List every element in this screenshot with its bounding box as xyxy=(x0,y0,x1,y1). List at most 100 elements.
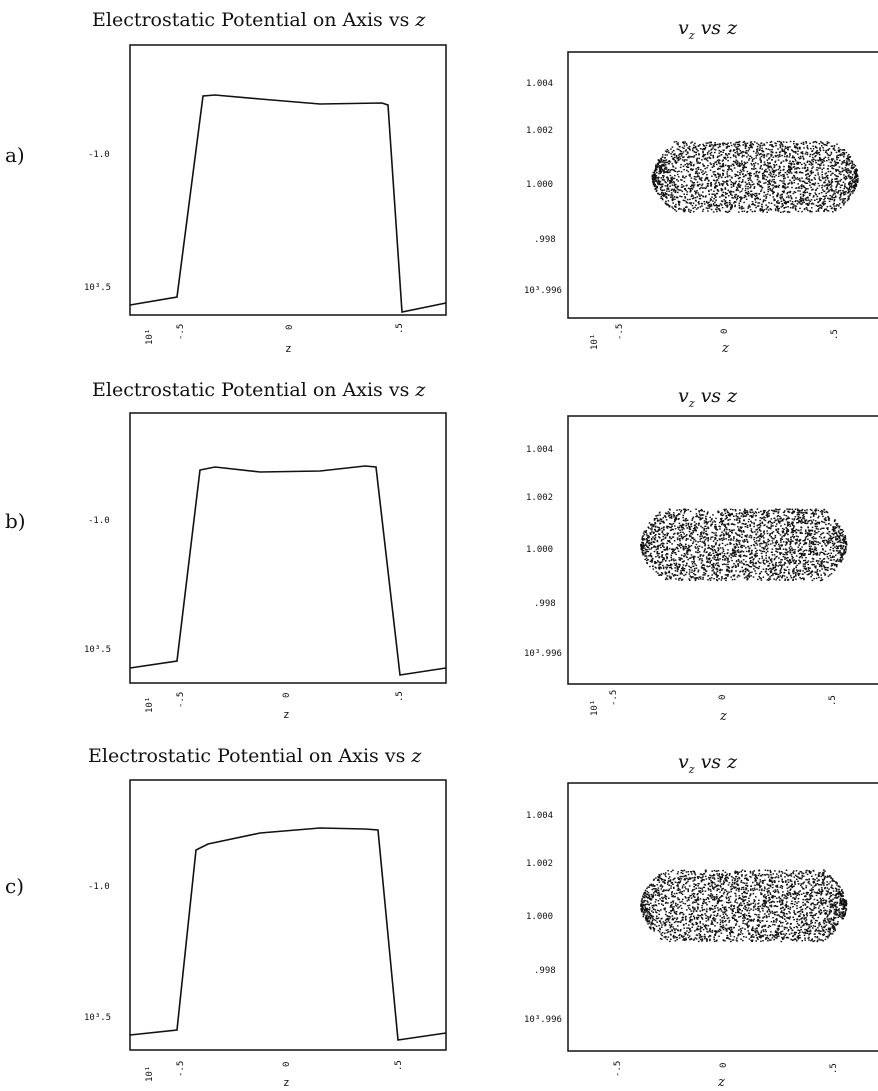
scatter-point xyxy=(699,519,701,521)
scatter-point xyxy=(747,207,749,209)
scatter-point xyxy=(844,186,847,188)
scatter-point xyxy=(786,517,788,520)
scatter-point xyxy=(668,560,671,562)
scatter-point xyxy=(700,179,702,181)
scatter-point xyxy=(727,557,729,559)
scatter-point xyxy=(746,510,748,512)
scatter-point xyxy=(681,152,684,155)
scatter-point xyxy=(762,550,764,553)
scatter-point xyxy=(765,194,767,196)
scatter-point xyxy=(671,548,674,550)
scatter-point xyxy=(700,194,702,196)
scatter-point xyxy=(851,185,853,188)
scatter-point xyxy=(818,535,821,538)
scatter-point xyxy=(710,199,712,201)
scatter-point xyxy=(784,561,786,564)
scatter-point xyxy=(726,570,728,572)
scatter-point xyxy=(755,206,757,209)
scatter-point xyxy=(773,578,775,580)
scatter-point xyxy=(801,177,803,179)
scatter-point xyxy=(728,175,731,177)
scatter-point xyxy=(721,523,723,526)
scatter-point xyxy=(755,551,757,553)
scatter-point xyxy=(837,149,840,152)
scatter-point xyxy=(738,202,741,204)
scatter-point xyxy=(816,573,819,575)
scatter-point xyxy=(678,158,680,161)
scatter-point xyxy=(690,177,693,179)
scatter-point xyxy=(667,171,670,174)
scatter-point xyxy=(739,176,741,179)
potential-ytick-b-1: 10³.5 xyxy=(84,645,111,655)
scatter-point xyxy=(801,151,804,153)
scatter-point xyxy=(843,536,846,539)
scatter-point xyxy=(717,172,719,174)
scatter-point xyxy=(777,156,780,158)
scatter-point xyxy=(735,513,738,515)
scatter-point xyxy=(812,145,814,147)
scatter-point xyxy=(752,531,754,534)
scatter-point xyxy=(713,173,715,175)
scatter-point xyxy=(835,191,838,193)
scatter-point xyxy=(718,543,721,546)
scatter-point xyxy=(677,159,680,162)
scatter-point xyxy=(807,568,810,570)
scatter-point xyxy=(734,547,736,549)
scatter-point xyxy=(745,510,747,512)
scatter-point xyxy=(801,203,803,205)
scatter-point xyxy=(742,569,744,572)
scatter-point xyxy=(801,509,803,512)
scatter-point xyxy=(733,167,736,169)
scatter-point xyxy=(674,520,677,522)
scatter-point xyxy=(703,522,706,524)
scatter-point xyxy=(687,166,690,168)
scatter-point xyxy=(674,189,677,192)
scatter-point xyxy=(681,186,684,188)
scatter-point xyxy=(662,159,665,162)
scatter-point xyxy=(677,156,679,159)
scatter-point xyxy=(682,547,685,549)
scatter-point xyxy=(783,178,785,180)
scatter-point xyxy=(658,168,661,170)
scatter-point xyxy=(821,510,824,513)
scatter-point xyxy=(779,575,782,577)
scatter-point xyxy=(811,579,814,582)
scatter-point xyxy=(665,164,667,166)
scatter-point xyxy=(666,197,668,199)
scatter-point xyxy=(660,197,662,199)
scatter-point xyxy=(776,541,779,544)
scatter-point xyxy=(773,198,775,200)
scatter-point xyxy=(787,195,790,197)
scatter-point xyxy=(819,510,822,513)
scatter-point xyxy=(812,564,814,566)
scatter-point xyxy=(797,201,800,203)
scatter-point xyxy=(773,204,776,206)
scatter-point xyxy=(757,184,759,186)
scatter-point xyxy=(819,150,822,152)
scatter-point xyxy=(721,206,724,209)
scatter-point xyxy=(770,180,773,183)
scatter-point xyxy=(802,512,805,514)
scatter-point xyxy=(814,525,817,527)
scatter-point xyxy=(737,141,739,144)
scatter-point xyxy=(672,514,675,516)
scatter-point xyxy=(686,169,688,172)
scatter-point xyxy=(837,531,840,533)
scatter-point xyxy=(689,545,691,548)
scatter-point xyxy=(802,560,805,562)
scatter-point xyxy=(727,563,729,566)
scatter-point xyxy=(765,557,767,559)
scatter-point xyxy=(644,547,646,549)
scatter-point xyxy=(652,536,654,538)
scatter-point xyxy=(808,175,810,178)
scatter-point xyxy=(780,174,782,177)
scatter-point xyxy=(732,548,734,550)
scatter-point xyxy=(758,543,761,545)
scatter-point xyxy=(665,166,668,169)
scatter-point xyxy=(838,166,841,168)
scatter-point xyxy=(783,165,785,168)
scatter-point xyxy=(808,531,811,533)
scatter-point xyxy=(751,203,753,206)
scatter-point xyxy=(856,180,859,182)
scatter-point xyxy=(835,177,838,180)
